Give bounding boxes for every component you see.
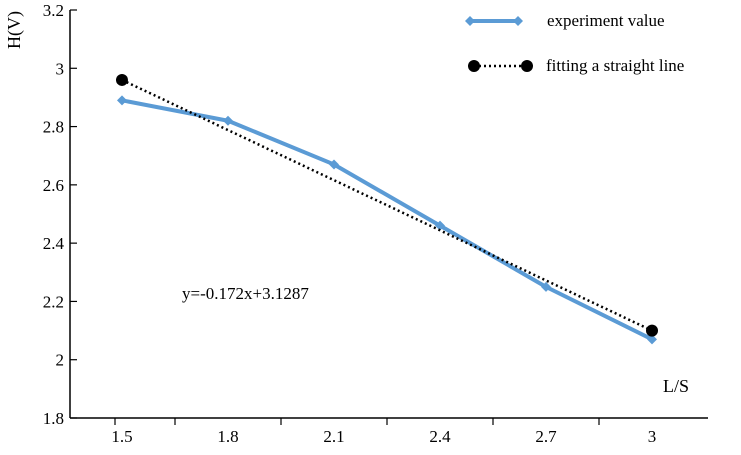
- x-tick-label: 2.4: [429, 427, 451, 446]
- legend-item-experiment-value: experiment value: [465, 11, 665, 30]
- data-point-experiment-value: [329, 159, 339, 170]
- y-axis-title: H(V): [4, 11, 25, 49]
- legend-item-fitting-line: fitting a straight line: [468, 56, 684, 75]
- fit-equation-annotation: y=-0.172x+3.1287: [182, 284, 309, 303]
- data-point-experiment-value: [223, 115, 233, 126]
- y-tick-label: 3.2: [43, 1, 64, 20]
- plot-area: [116, 73, 658, 345]
- x-axis-title: L/S: [663, 376, 689, 396]
- x-ticks: 1.5 1.8 2.1 2.4 2.7 3: [111, 418, 656, 446]
- legend-label: experiment value: [547, 11, 665, 30]
- data-point-fitting-line: [116, 73, 128, 86]
- legend-label: fitting a straight line: [546, 56, 684, 75]
- data-point-experiment-value: [117, 95, 127, 106]
- data-point-experiment-value: [435, 220, 445, 231]
- x-tick-label: 1.5: [111, 427, 132, 446]
- legend-swatch-marker: [468, 60, 480, 72]
- x-tick-label: 3: [648, 427, 657, 446]
- data-point-experiment-value: [541, 281, 551, 292]
- legend-swatch-marker: [513, 16, 523, 26]
- y-tick-label: 2.2: [43, 292, 64, 311]
- legend-swatch-marker: [521, 60, 533, 72]
- y-tick-label: 3: [56, 59, 65, 78]
- axes: 1.8 2 2.2 2.4 2.6 2.8 3 3.2 1.5 1.8 2.1 2.4 2.7 3: [43, 1, 708, 446]
- x-tick-label: 2.7: [535, 427, 557, 446]
- data-point-experiment-value: [647, 334, 657, 345]
- y-tick-label: 2.8: [43, 118, 64, 137]
- legend: experiment value fitting a straight line: [465, 11, 684, 75]
- y-tick-label: 2.6: [43, 176, 64, 195]
- x-tick-label: 2.1: [323, 427, 344, 446]
- legend-swatch-marker: [465, 16, 475, 26]
- y-tick-label: 1.8: [43, 409, 64, 428]
- x-tick-label: 1.8: [217, 427, 238, 446]
- data-point-fitting-line: [646, 324, 658, 337]
- y-tick-label: 2.4: [43, 234, 65, 253]
- y-tick-label: 2: [56, 351, 65, 370]
- y-ticks: 1.8 2 2.2 2.4 2.6 2.8 3 3.2: [43, 1, 77, 428]
- series-line-experiment-value: [121, 98, 653, 342]
